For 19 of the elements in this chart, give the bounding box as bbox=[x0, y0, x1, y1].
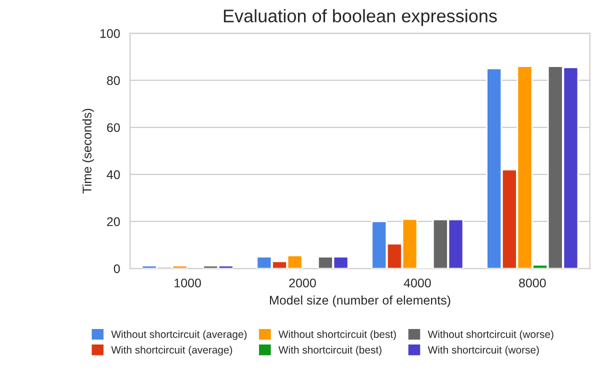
y-axis-title: Time (seconds) bbox=[82, 108, 94, 194]
chart-title: Evaluation of boolean expressions bbox=[224, 9, 497, 26]
legend-label: With shortcircuit (best) bbox=[278, 346, 382, 356]
legend-label: Without shortcircuit (worse) bbox=[428, 330, 554, 340]
y-tick-label: 40 bbox=[106, 170, 120, 180]
x-tick-label: 2000 bbox=[289, 278, 316, 288]
x-tick-label: 1000 bbox=[174, 278, 201, 288]
x-axis-title: Model size (number of elements) bbox=[270, 295, 450, 308]
x-tick-label: 4000 bbox=[404, 278, 431, 288]
legend-label: With shortcircuit (average) bbox=[111, 346, 232, 356]
y-tick-label: 20 bbox=[107, 217, 120, 226]
y-tick-label: 60 bbox=[107, 123, 120, 132]
y-tick-label: 100 bbox=[100, 29, 120, 38]
legend-label: With shortcircuit (worse) bbox=[428, 346, 539, 356]
x-tick-label: 8000 bbox=[519, 278, 546, 288]
y-tick-label: 0 bbox=[114, 264, 120, 274]
legend-label: Without shortcircuit (average) bbox=[111, 330, 247, 340]
legend-label: Without shortcircuit (best) bbox=[278, 330, 396, 340]
y-tick-label: 80 bbox=[106, 76, 120, 86]
